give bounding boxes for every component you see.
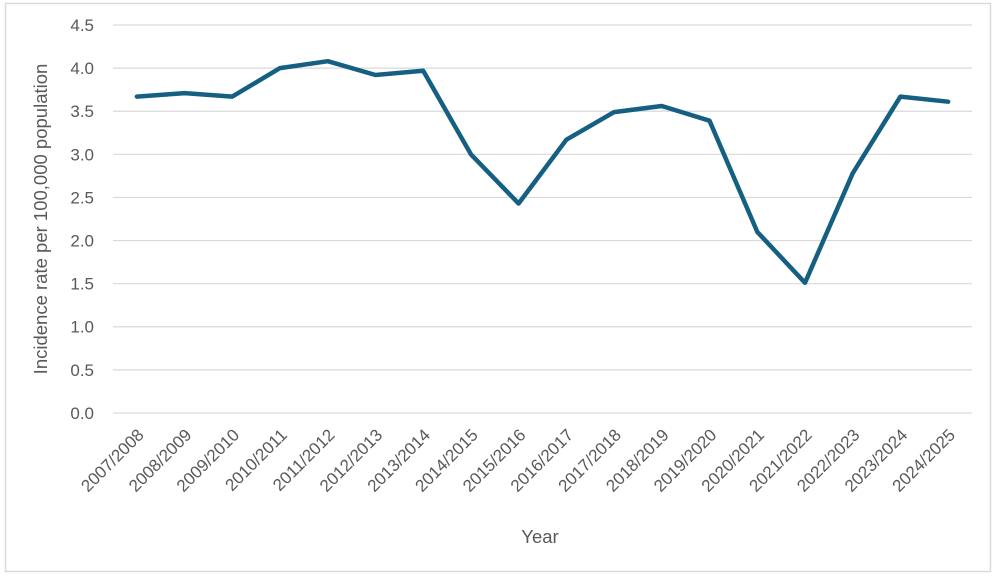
- y-tick-label: 1.0: [70, 318, 94, 337]
- y-tick-label: 1.5: [70, 275, 94, 294]
- gridlines-group: [113, 24, 972, 414]
- series-group: [134, 58, 951, 286]
- y-axis-title: Incidence rate per 100,000 population: [30, 64, 51, 375]
- y-tick-label: 3.5: [70, 102, 94, 121]
- y-tick-label: 0.5: [70, 361, 94, 380]
- chart-border: [4, 2, 992, 573]
- y-tick-label: 4.0: [70, 59, 94, 78]
- y-tick-label: 2.0: [70, 232, 94, 251]
- y-tick-label: 0.0: [70, 404, 94, 423]
- y-axis-tick-labels: 0.0 0.5 1.0 1.5 2.0 2.5 3.0 3.5 4.0 4.5: [70, 16, 94, 423]
- data-line-series: [134, 58, 951, 286]
- y-tick-label: 2.5: [70, 188, 94, 207]
- x-axis-title: Year: [521, 526, 558, 547]
- y-tick-label: 3.0: [70, 145, 94, 164]
- y-tick-label: 4.5: [70, 16, 94, 35]
